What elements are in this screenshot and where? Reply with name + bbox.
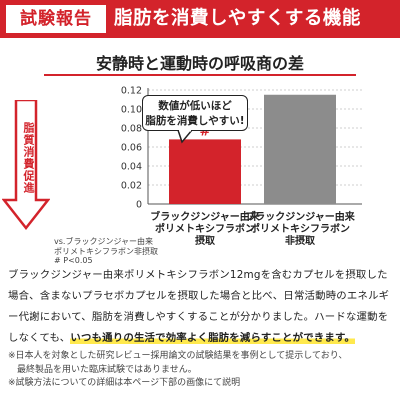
callout-tail [177, 130, 193, 144]
headline: 脂肪を消費しやすくする機能 [114, 8, 361, 29]
paragraph-highlight: いつも通りの生活で効率よく脂肪を減らすことができます。 [70, 332, 356, 344]
title-underline [44, 74, 356, 76]
callout-line2: 脂肪を消費しやすい! [145, 115, 245, 127]
stat-note-line3: # P<0.05 [54, 256, 93, 265]
significance-mark: # [200, 124, 211, 139]
indicator-label: 脂質消費促進 [22, 122, 35, 194]
report-badge: 試験報告 [6, 5, 106, 33]
down-arrow-icon [2, 100, 50, 230]
footnote-3: ※試験方法についての詳細は本ページ下部の画像にて説明 [8, 378, 241, 388]
y-tick-label: 0.04 [121, 162, 142, 173]
y-tick-label: 0.06 [121, 143, 142, 154]
y-tick-label: 0 [136, 200, 142, 211]
footnote-1: ※日本人を対象とした研究レビュー採用論文の試験結果を事例として提示しており、 [8, 351, 348, 361]
category-label: ポリメトキシフラボン [155, 222, 255, 235]
chart-title: 安静時と運動時の呼吸商の差 [95, 54, 304, 73]
footnotes: ※日本人を対象とした研究レビュー採用論文の試験結果を事例として提示しており、 最… [8, 350, 396, 391]
y-tick-label: 0.02 [121, 181, 142, 192]
bar-1 [169, 139, 241, 204]
bar-2 [264, 94, 336, 204]
category-label: 非摂取 [285, 234, 316, 247]
category-label: ブラックジンジャー由来 [245, 210, 355, 223]
y-tick-label: 0.10 [121, 105, 142, 116]
category-label: ブラックジンジャー由来 [150, 210, 260, 223]
y-tick-label: 0.12 [121, 86, 142, 97]
callout-bubble: 数値が低いほど 脂肪を消費しやすい! [142, 95, 248, 131]
header-banner: 試験報告 脂肪を消費しやすくする機能 [0, 0, 400, 38]
footnote-2: 最終製品を用いた臨床試験ではありません。 [8, 364, 197, 375]
paragraph-text: ブラックジンジャー由来ポリメトキシフラボン12mgを含むカプセルを摂取した場合、… [8, 269, 390, 344]
stat-note-line1: vs.ブラックジンジャー由来 [54, 237, 154, 246]
description-paragraph: ブラックジンジャー由来ポリメトキシフラボン12mgを含むカプセルを摂取した場合、… [8, 265, 396, 349]
category-label: ポリメトキシフラボン [250, 222, 350, 235]
y-tick-label: 0.08 [121, 124, 142, 135]
category-label: 摂取 [195, 234, 216, 247]
callout-line1: 数値が低いほど [158, 100, 232, 112]
stat-note-line2: ポリメトキシフラボン非摂取 [54, 247, 158, 256]
bar-chart: 0.12 0.10 0.08 0.06 0.04 0.02 0 # ブラックジンジャー由来ポリメ… [121, 86, 362, 247]
